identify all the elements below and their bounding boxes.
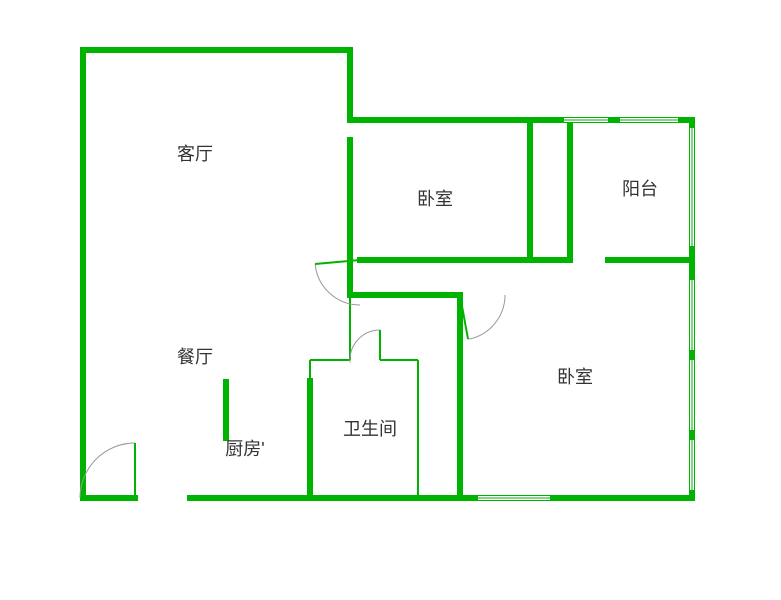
walls-thin <box>310 295 418 498</box>
label-dining-room: 餐厅 <box>177 347 213 367</box>
door-leaf <box>315 260 360 264</box>
door-arc <box>350 330 380 363</box>
label-living-room: 客厅 <box>177 144 213 164</box>
label-bedroom2: 卧室 <box>557 367 593 387</box>
label-kitchen: 厨房' <box>225 439 264 459</box>
door-arc <box>315 264 360 305</box>
label-balcony: 阳台 <box>622 179 658 199</box>
door-arc <box>468 295 505 339</box>
door-arc <box>80 443 135 498</box>
label-bedroom1: 卧室 <box>417 189 453 209</box>
windows <box>478 120 692 498</box>
label-bathroom: 卫生间 <box>343 419 397 439</box>
floor-plan-diagram: 客厅餐厅厨房'卫生间卧室卧室阳台 <box>0 0 781 600</box>
